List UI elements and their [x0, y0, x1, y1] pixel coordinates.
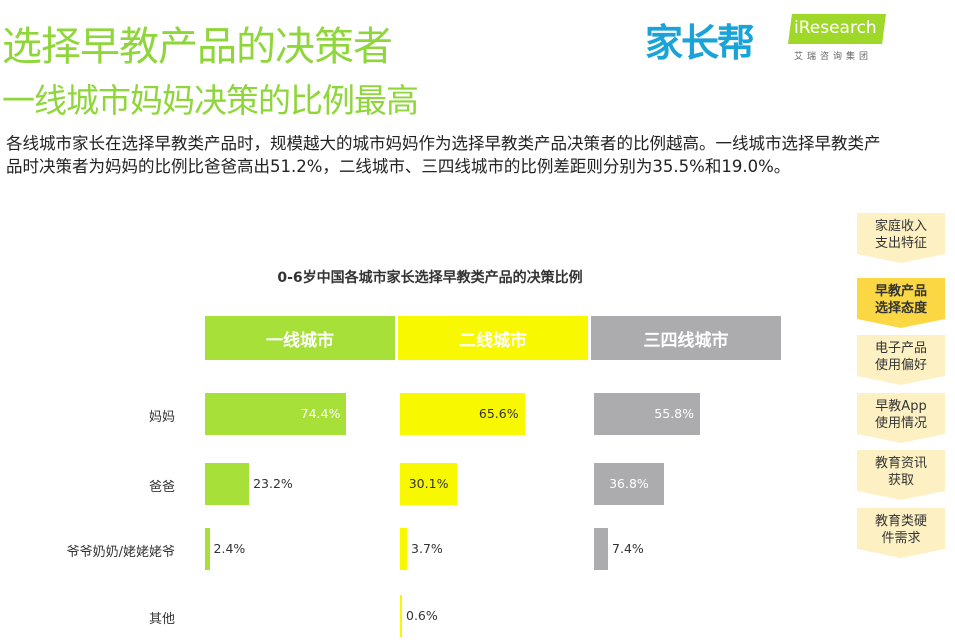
- series-header: 三四线城市: [591, 316, 781, 360]
- bar: [594, 528, 609, 570]
- page-subtitle: 一线城市妈妈决策的比例最高: [2, 81, 419, 120]
- bar: [205, 528, 210, 570]
- page-title: 选择早教产品的决策者: [2, 24, 393, 70]
- row-label: 爸爸: [148, 480, 175, 495]
- bar: [205, 463, 250, 505]
- bar: [594, 393, 701, 435]
- bar-value: 55.8%: [654, 406, 695, 421]
- bar: [400, 528, 408, 570]
- bar-value: 3.7%: [411, 541, 443, 556]
- side-nav-item[interactable]: 电子产品 使用偏好: [857, 335, 945, 385]
- bar-value: 23.2%: [253, 476, 293, 491]
- series-header: 一线城市: [205, 316, 395, 360]
- side-nav-item[interactable]: 教育资讯 获取: [857, 450, 945, 500]
- side-nav-item[interactable]: 早教App 使用情况: [857, 393, 945, 443]
- description: 各线城市家长在选择早教类产品时，规模越大的城市妈妈作为选择早教类产品决策者的比例…: [6, 134, 881, 176]
- iresearch-logo-cn: 艾瑞咨询集团: [794, 52, 873, 62]
- bar: [400, 463, 458, 505]
- series-header: 二线城市: [398, 316, 588, 360]
- bar: [400, 595, 402, 637]
- bar-value: 0.6%: [406, 608, 438, 623]
- row-label: 爷爷奶奶/姥姥姥爷: [66, 545, 175, 560]
- bar: [400, 393, 525, 435]
- bar: [594, 463, 664, 505]
- bar-value: 2.4%: [213, 541, 246, 556]
- row-label: 其他: [148, 612, 175, 627]
- side-nav-item[interactable]: 家庭收入 支出特征: [857, 213, 945, 263]
- row-label: 妈妈: [148, 410, 175, 425]
- bar-value: 36.8%: [609, 476, 649, 491]
- bar: [205, 393, 347, 435]
- bar-value: 74.4%: [300, 406, 341, 421]
- chart-title: 0-6岁中国各城市家长选择早教类产品的决策比例: [277, 270, 583, 286]
- iresearch-logo: iResearch: [788, 14, 886, 44]
- bar-value: 65.6%: [478, 406, 519, 421]
- jiazhangbang-logo: 家长帮: [645, 21, 755, 65]
- side-nav-item[interactable]: 早教产品 选择态度: [857, 278, 945, 328]
- side-nav-item[interactable]: 教育类硬 件需求: [857, 508, 945, 558]
- bar-value: 30.1%: [408, 476, 449, 491]
- bar-value: 7.4%: [612, 541, 644, 556]
